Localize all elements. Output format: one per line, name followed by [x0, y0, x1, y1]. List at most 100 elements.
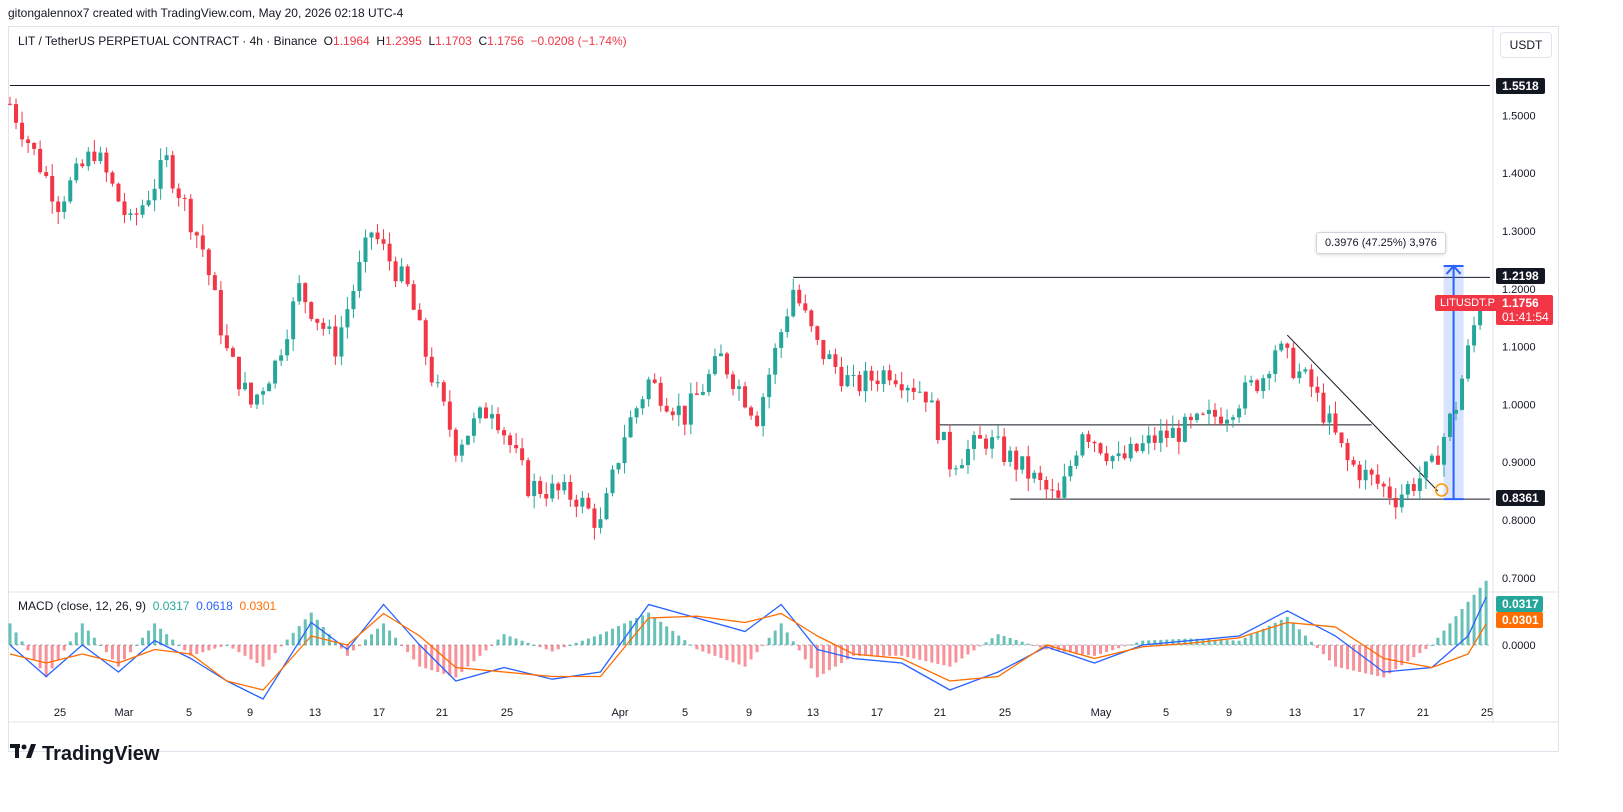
candle-body [514, 445, 519, 449]
macd-histogram-bar [1141, 640, 1145, 645]
countdown-tag: 01:41:54 [1496, 309, 1553, 325]
macd-histogram-bar [1406, 645, 1410, 662]
candle-body [526, 460, 531, 497]
candle-body [586, 497, 591, 509]
macd-histogram-bar [267, 645, 271, 660]
macd-legend: MACD (close, 12, 26, 9) 0.0317 0.0618 0.… [18, 599, 276, 613]
candle-body [483, 407, 488, 419]
candle-body [224, 335, 229, 349]
macd-histogram-bar [424, 645, 428, 669]
macd-histogram-bar [1086, 645, 1090, 655]
macd-histogram-bar [62, 645, 66, 651]
candle-body [893, 380, 898, 385]
candle-body [1032, 472, 1037, 479]
candle-body [1345, 443, 1350, 461]
candle-body [447, 401, 452, 430]
candle-body [694, 393, 699, 395]
candle-body [14, 104, 19, 123]
candle-body [1002, 436, 1007, 462]
candle-body [411, 284, 416, 310]
candle-body [712, 356, 717, 375]
macd-histogram-bar [484, 645, 488, 651]
candle-body [1062, 476, 1067, 498]
candle-body [1206, 409, 1211, 414]
macd-histogram-bar [1014, 639, 1018, 645]
macd-histogram-bar [725, 645, 729, 661]
macd-histogram-bar [1424, 645, 1428, 650]
macd-histogram-bar [689, 644, 693, 646]
candle-body [1134, 443, 1139, 452]
candle-body [628, 417, 633, 438]
candle-body [255, 394, 260, 405]
candle-body [1231, 417, 1236, 420]
candle-body [423, 320, 428, 357]
candle-body [1447, 413, 1452, 437]
candle-body [1285, 343, 1290, 348]
macd-histogram-bar [550, 645, 554, 652]
macd-histogram-bar [936, 645, 940, 664]
time-tick-label: 25 [501, 707, 513, 719]
macd-histogram-bar [1285, 616, 1289, 645]
time-tick-label: 5 [1163, 707, 1169, 719]
macd-histogram-bar [755, 645, 759, 653]
macd-histogram-bar [514, 638, 518, 645]
candle-body [279, 355, 284, 361]
candle-body [646, 379, 651, 400]
macd-histogram-bar [183, 645, 187, 651]
candle-body [965, 448, 970, 466]
macd-histogram-bar [1147, 640, 1151, 645]
candle-body [899, 384, 904, 391]
candle-body [785, 316, 790, 333]
candle-body [80, 163, 85, 167]
time-tick-label: 13 [309, 707, 321, 719]
macd-histogram-bar [1231, 640, 1235, 645]
candle-body [1098, 443, 1103, 454]
macd-histogram-bar [1358, 645, 1362, 672]
macd-histogram-bar [948, 645, 952, 667]
macd-histogram-bar [20, 641, 24, 645]
candle-body [465, 435, 470, 445]
macd-histogram-bar [954, 645, 958, 663]
macd-histogram-bar [731, 645, 735, 663]
macd-histogram-bar [1183, 638, 1187, 645]
macd-histogram-bar [243, 645, 247, 656]
candles-layer [8, 96, 1489, 540]
candle-body [917, 391, 922, 393]
candle-body [767, 374, 772, 398]
macd-histogram-bar [617, 626, 621, 645]
candle-body [1357, 464, 1362, 481]
macd-histogram-bar [761, 645, 765, 646]
macd-histogram-bar [231, 645, 235, 649]
tradingview-logo[interactable]: TradingView [10, 742, 159, 766]
candle-body [1454, 409, 1458, 414]
candle-body [1321, 392, 1326, 423]
macd-histogram-bar [285, 639, 289, 645]
currency-unit-button[interactable]: USDT [1500, 32, 1552, 58]
macd-histogram-bar [1123, 645, 1127, 647]
candle-body [978, 435, 983, 439]
macd-histogram-bar [604, 631, 608, 645]
candle-body [98, 152, 103, 162]
macd-histogram-bar [1334, 645, 1337, 667]
candle-body [1188, 416, 1193, 421]
candle-body [996, 436, 1001, 438]
macd-histogram-bar [400, 645, 404, 646]
macd-histogram-bar [291, 632, 295, 645]
candle-body [333, 326, 338, 357]
macd-histogram-bar [1315, 645, 1319, 648]
candle-body [1327, 413, 1332, 423]
macd-histogram-bar [556, 645, 560, 650]
candle-body [206, 249, 211, 276]
macd-histogram-bar [1460, 609, 1464, 645]
candle-body [670, 411, 675, 416]
time-tick-label: 9 [1226, 707, 1232, 719]
candle-body [1255, 380, 1260, 392]
time-tick-label: 13 [807, 707, 819, 719]
candle-body [532, 480, 537, 497]
macd-histogram-bar [1068, 645, 1072, 653]
macd-histogram-bar [412, 645, 416, 660]
candle-body [496, 414, 501, 431]
candle-body [140, 205, 145, 215]
candle-body [749, 407, 754, 416]
